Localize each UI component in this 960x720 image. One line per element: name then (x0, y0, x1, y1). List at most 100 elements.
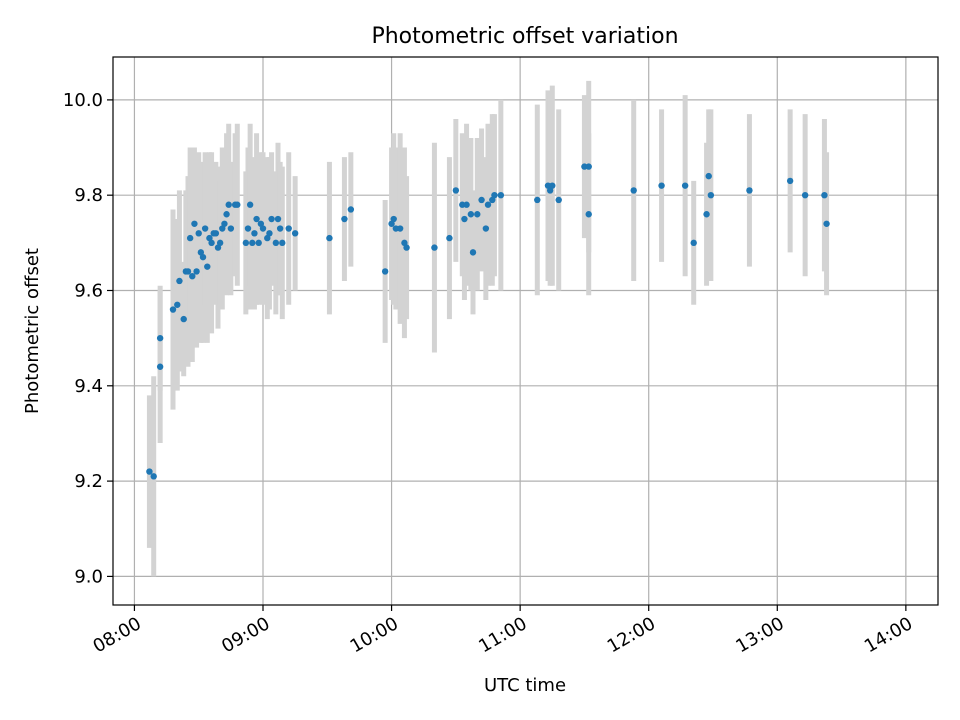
data-point (255, 239, 262, 247)
data-point (461, 215, 468, 223)
data-point (201, 225, 209, 232)
data-point (216, 239, 224, 247)
data-point (169, 306, 177, 313)
x-axis-ticks: 08:00 09:00 10:00 11:00 12:00 13:00 14:00 (90, 605, 916, 657)
data-point (549, 182, 556, 189)
data-point (681, 182, 689, 189)
y-tick-label: 9.8 (74, 185, 103, 206)
data-point (555, 196, 562, 204)
data-point (223, 211, 230, 218)
data-point (452, 187, 460, 194)
y-axis-ticks: 9.0 9.2 9.4 9.6 9.8 10.0 (63, 90, 113, 587)
data-point (497, 191, 505, 199)
data-point (467, 211, 475, 218)
data-point (396, 225, 404, 232)
data-point (225, 201, 232, 208)
data-point (347, 206, 355, 213)
x-tick-label: 12:00 (604, 613, 659, 657)
data-point (431, 244, 438, 251)
data-point (214, 244, 222, 251)
plot-frame (112, 56, 939, 606)
data-point (176, 277, 183, 285)
data-point (251, 230, 258, 237)
y-tick-label: 9.0 (74, 566, 103, 587)
data-point (191, 220, 198, 227)
data-point (786, 177, 794, 185)
x-tick-label: 11:00 (475, 613, 530, 657)
y-axis-label: Photometric offset (22, 248, 43, 414)
data-point (186, 234, 194, 242)
data-point (491, 191, 498, 199)
data-point (227, 225, 235, 232)
data-point (801, 191, 809, 199)
data-point (234, 201, 241, 208)
x-tick-label: 08:00 (90, 613, 145, 657)
data-point (268, 215, 275, 223)
data-point (823, 220, 830, 227)
data-point (264, 234, 271, 242)
data-point (146, 468, 153, 475)
data-point (381, 268, 389, 275)
y-tick-label: 9.2 (74, 471, 103, 492)
data-point (401, 239, 408, 247)
data-point (221, 220, 228, 227)
data-point (212, 230, 220, 237)
data-point (446, 234, 453, 242)
y-tick-label: 10.0 (63, 90, 103, 111)
data-point (279, 239, 286, 247)
data-point (484, 201, 492, 208)
x-axis-label: UTC time (484, 675, 566, 696)
data-point (180, 315, 187, 323)
data-point (705, 172, 712, 180)
data-point (208, 239, 215, 247)
x-tick-label: 14:00 (861, 613, 916, 657)
data-point (274, 215, 282, 223)
data-point (534, 196, 541, 204)
data-point (276, 225, 284, 232)
data-point (195, 230, 202, 237)
data-point (478, 196, 485, 204)
y-tick-label: 9.6 (74, 280, 103, 301)
data-point (388, 220, 395, 227)
data-point (390, 215, 397, 223)
data-point (174, 301, 181, 308)
data-point (242, 239, 250, 247)
data-point (199, 253, 207, 261)
data-point (219, 225, 226, 232)
x-tick-label: 13:00 (732, 613, 787, 657)
data-point (206, 234, 213, 242)
data-point (341, 215, 348, 223)
data-point (259, 225, 267, 232)
data-point (291, 230, 299, 237)
data-point (474, 211, 481, 218)
data-point (630, 187, 637, 194)
data-point (193, 268, 200, 275)
data-point (482, 225, 490, 232)
data-point (204, 263, 211, 270)
data-point (403, 244, 410, 251)
data-point (821, 191, 828, 199)
data-point (272, 239, 280, 247)
data-point (184, 268, 192, 275)
data-point (707, 191, 715, 199)
data-point (156, 363, 164, 370)
data-point (658, 182, 665, 189)
data-point (703, 211, 710, 218)
data-point (469, 249, 477, 256)
data-point (150, 473, 157, 480)
data-point (326, 234, 333, 242)
marker-layer (146, 163, 830, 480)
data-point (489, 196, 496, 204)
data-point (197, 249, 205, 256)
x-tick-label: 10:00 (347, 613, 402, 657)
data-point (585, 163, 592, 170)
x-tick-label: 09:00 (218, 613, 273, 657)
data-point (746, 187, 753, 194)
data-point (244, 225, 252, 232)
y-tick-label: 9.4 (74, 376, 103, 397)
data-point (249, 239, 256, 247)
data-point (585, 211, 592, 218)
data-point (690, 239, 697, 247)
